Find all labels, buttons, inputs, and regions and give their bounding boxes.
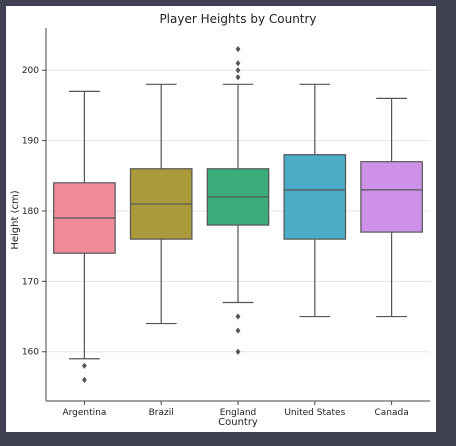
y-tick-label: 200 xyxy=(22,66,39,76)
outlier-point xyxy=(235,67,241,74)
box-plot-chart: Player Heights by Country 160 170 180 190 20… xyxy=(10,12,430,428)
x-tick-label: United States xyxy=(284,408,345,418)
x-tick-label: England xyxy=(220,408,257,418)
y-axis-ticks: 160 170 180 190 200 xyxy=(22,66,46,358)
y-tick-label: 190 xyxy=(22,137,39,147)
box-canada xyxy=(360,97,423,318)
y-tick-label: 170 xyxy=(22,277,39,287)
x-axis-title: Country xyxy=(218,417,258,428)
outlier-point xyxy=(235,45,241,53)
y-tick-label: 160 xyxy=(22,348,39,358)
y-axis-title: Height (cm) xyxy=(10,190,21,249)
chart-title: Player Heights by Country xyxy=(159,12,316,26)
outlier-point xyxy=(235,348,241,355)
outlier-point xyxy=(82,362,87,369)
boxes xyxy=(53,45,423,384)
box-brazil xyxy=(129,83,193,325)
box-united-states xyxy=(283,83,347,318)
iqr-box xyxy=(360,161,423,233)
outlier-point xyxy=(82,376,87,384)
outlier-point xyxy=(235,74,241,81)
box-argentina xyxy=(53,90,116,384)
x-tick-label: Brazil xyxy=(149,408,174,418)
x-axis-ticks: Argentina Brazil England United States Canad… xyxy=(62,401,409,418)
iqr-box xyxy=(283,154,347,240)
box-england xyxy=(206,45,270,355)
y-tick-label: 180 xyxy=(22,207,39,217)
chart-frame: Player Heights by Country 160 170 180 190 20… xyxy=(6,6,436,432)
outlier-point xyxy=(235,327,241,334)
outlier-point xyxy=(235,313,241,320)
outlier-point xyxy=(235,60,241,67)
x-tick-label: Argentina xyxy=(62,408,106,418)
x-tick-label: Canada xyxy=(374,408,408,418)
